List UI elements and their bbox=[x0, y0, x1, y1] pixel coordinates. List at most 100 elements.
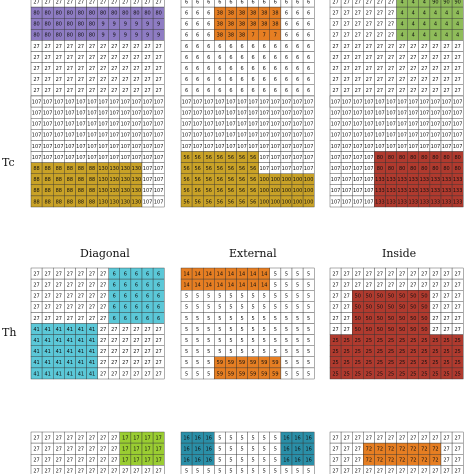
grid-cell-value: 107 bbox=[32, 122, 42, 128]
grid-cell-value: 17 bbox=[144, 446, 150, 452]
grid-cell-value: 107 bbox=[331, 122, 341, 128]
grid-cell-value: 107 bbox=[154, 99, 164, 105]
grid-cell-value: 50 bbox=[410, 327, 416, 333]
grid-cell-value: 27 bbox=[133, 469, 139, 474]
grid-cell-value: 27 bbox=[366, 282, 372, 288]
grid-cell-value: 133 bbox=[408, 188, 418, 194]
grid-cell-value: 41 bbox=[67, 327, 73, 333]
grid-cell-value: 38 bbox=[217, 22, 223, 28]
grid-cell-value: 6 bbox=[218, 0, 221, 5]
grid-cell-value: 107 bbox=[353, 199, 363, 205]
grid-cell-value: 107 bbox=[182, 99, 192, 105]
grid-cell-value: 25 bbox=[377, 360, 383, 366]
grid-cell-value: 5 bbox=[252, 435, 255, 441]
grid-cell-value: 88 bbox=[44, 188, 50, 194]
grid-cell-value: 107 bbox=[364, 188, 374, 194]
grid-cell-value: 27 bbox=[399, 77, 405, 83]
grid-cell-value: 27 bbox=[67, 435, 73, 441]
grid-cell-value: 27 bbox=[443, 305, 449, 311]
grid-row0-col1: 6 6 6 6 6 6 6 6 6 6 6 6 6 6 6 38 38 38 38 38 38 6 6 6 6 6 6 38 38 38 3… bbox=[180, 0, 315, 108]
grid-cell-value: 41 bbox=[67, 338, 73, 344]
grid-cell-value: 5 bbox=[263, 305, 266, 311]
grid-cell-value: 88 bbox=[33, 199, 39, 205]
grid-cell-value: 27 bbox=[332, 44, 338, 50]
grid-cell-value: 4 bbox=[412, 0, 415, 5]
grid-cell-value: 80 bbox=[144, 10, 150, 16]
grid-cell-value: 41 bbox=[78, 338, 84, 344]
grid-cell-value: 50 bbox=[388, 316, 394, 322]
grid-cell-value: 80 bbox=[67, 22, 73, 28]
grid-cell-value: 80 bbox=[388, 166, 394, 172]
grid-cell-value: 6 bbox=[296, 10, 299, 16]
grid-cell-value: 5 bbox=[207, 338, 210, 344]
grid-cell-value: 27 bbox=[366, 88, 372, 94]
grid-cell-value: 27 bbox=[78, 469, 84, 474]
grid-cell-value: 4 bbox=[412, 33, 415, 39]
grid-cell-value: 107 bbox=[364, 133, 374, 139]
grid-cell-value: 5 bbox=[196, 371, 199, 377]
grid-cell-value: 4 bbox=[401, 0, 404, 5]
grid-cell-value: 56 bbox=[239, 199, 245, 205]
grid-cell-value: 6 bbox=[124, 305, 127, 311]
grid-cell-value: 107 bbox=[386, 99, 396, 105]
grid-cell-value: 80 bbox=[44, 22, 50, 28]
grid-cell-value: 25 bbox=[377, 349, 383, 355]
grid-cell-value: 107 bbox=[32, 133, 42, 139]
grid-cell-value: 16 bbox=[206, 458, 212, 464]
grid-row2-col0: 27 27 27 27 27 27 27 6 6 6 6 6 27 27 27 27 27 27 27 6 6 6 6 6 27… bbox=[30, 267, 165, 380]
grid-cell-value: 14 bbox=[239, 282, 245, 288]
grid-cell-value: 56 bbox=[183, 188, 189, 194]
grid-cell-value: 9 bbox=[102, 33, 105, 39]
grid-row2-col2: 27 27 27 27 27 27 27 27 27 27 27 27 27 27 27 27 27 27 27 27… bbox=[329, 267, 464, 380]
grid-cell-value: 72 bbox=[377, 458, 383, 464]
grid-cell-value: 5 bbox=[296, 360, 299, 366]
grid-cell-value: 107 bbox=[215, 144, 225, 150]
grid-cell-value: 107 bbox=[121, 110, 131, 116]
grid-cell-value: 107 bbox=[375, 133, 385, 139]
grid-cell-value: 107 bbox=[342, 177, 352, 183]
grid-cell-value: 107 bbox=[364, 199, 374, 205]
grid-cell-value: 27 bbox=[67, 88, 73, 94]
grid-cell-value: 130 bbox=[132, 177, 142, 183]
grid-cell-value: 27 bbox=[33, 271, 39, 277]
grid-cell-value: 27 bbox=[366, 469, 372, 474]
grid-cell-value: 107 bbox=[193, 99, 203, 105]
grid-cell-value: 107 bbox=[420, 122, 430, 128]
grid-cell-value: 25 bbox=[366, 349, 372, 355]
grid-cell-value: 14 bbox=[228, 271, 234, 277]
grid-cell-value: 6 bbox=[124, 294, 127, 300]
grid-cell-value: 88 bbox=[78, 166, 84, 172]
grid-cell-value: 5 bbox=[285, 294, 288, 300]
grid-cell-value: 50 bbox=[366, 327, 372, 333]
grid-cell-value: 5 bbox=[274, 446, 277, 452]
grid-cell-value: 41 bbox=[56, 327, 62, 333]
grid-cell-value: 27 bbox=[332, 446, 338, 452]
grid-cell-value: 72 bbox=[410, 458, 416, 464]
grid-cell-value: 107 bbox=[408, 133, 418, 139]
grid-cell-value: 133 bbox=[386, 199, 396, 205]
grid-cell-value: 107 bbox=[109, 155, 119, 161]
grid-cell-value: 27 bbox=[443, 294, 449, 300]
grid-cell-value: 107 bbox=[282, 144, 292, 150]
grid-cell-value: 27 bbox=[44, 88, 50, 94]
grid-cell-value: 25 bbox=[421, 371, 427, 377]
grid-cell-value: 107 bbox=[453, 144, 463, 150]
grid-cell-value: 4 bbox=[412, 22, 415, 28]
grid-cell-value: 27 bbox=[366, 66, 372, 72]
grid-cell-value: 27 bbox=[89, 446, 95, 452]
grid-cell-value: 5 bbox=[240, 458, 243, 464]
grid-cell-value: 6 bbox=[274, 66, 277, 72]
grid-cell-value: 38 bbox=[217, 33, 223, 39]
grid-cell-value: 25 bbox=[443, 338, 449, 344]
grid-cell-value: 100 bbox=[271, 199, 281, 205]
grid-cell-value: 80 bbox=[78, 33, 84, 39]
grid-cell-value: 5 bbox=[296, 338, 299, 344]
grid-cell-value: 4 bbox=[401, 10, 404, 16]
grid-cell-value: 5 bbox=[252, 316, 255, 322]
grid-cell-value: 80 bbox=[56, 22, 62, 28]
grid-cell-value: 6 bbox=[196, 33, 199, 39]
grid-cell-value: 14 bbox=[228, 282, 234, 288]
grid-cell-value: 107 bbox=[375, 144, 385, 150]
grid-cell-value: 107 bbox=[32, 110, 42, 116]
grid-cell-value: 5 bbox=[229, 294, 232, 300]
